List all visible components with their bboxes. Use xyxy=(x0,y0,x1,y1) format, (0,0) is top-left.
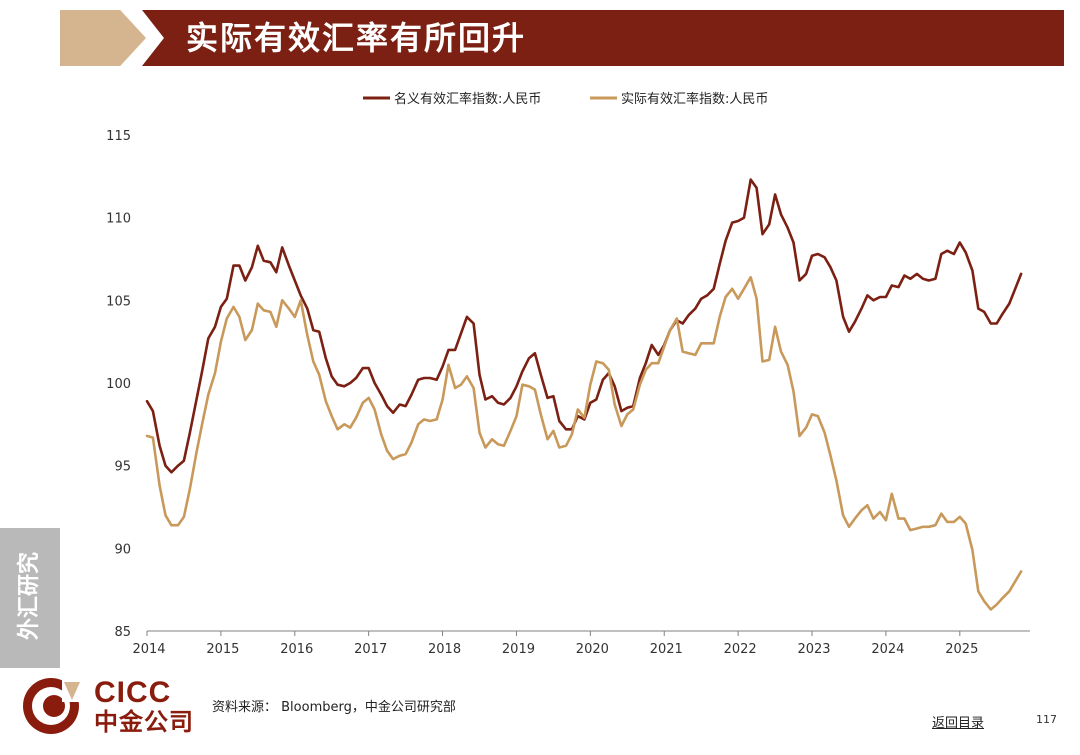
back-to-toc-link[interactable]: 返回目录 xyxy=(932,716,985,731)
side-tab-label: 外汇研究 xyxy=(17,551,42,640)
x-tick-label: 2020 xyxy=(576,642,609,657)
series-line-nominal xyxy=(145,178,1023,474)
header-bar xyxy=(142,10,1064,66)
series-line-real xyxy=(145,275,1023,611)
page-number: 117 xyxy=(1036,713,1057,726)
x-tick-label: 2016 xyxy=(280,642,313,657)
source-note: 资料来源： Bloomberg，中金公司研究部 xyxy=(212,700,456,715)
y-tick-label: 115 xyxy=(106,129,131,144)
y-tick-label: 100 xyxy=(106,377,131,392)
y-tick-label: 105 xyxy=(106,294,131,309)
legend-label: 名义有效汇率指数:人民币 xyxy=(394,91,541,107)
logo-text-en: CICC xyxy=(94,676,172,709)
y-tick-label: 85 xyxy=(114,625,131,640)
x-tick-label: 2018 xyxy=(428,642,461,657)
x-tick-label: 2025 xyxy=(945,642,978,657)
y-tick-label: 95 xyxy=(114,460,131,475)
x-tick-label: 2019 xyxy=(502,642,535,657)
logo-text-cn: 中金公司 xyxy=(94,708,194,736)
y-tick-label: 110 xyxy=(106,212,131,227)
x-tick-label: 2014 xyxy=(132,642,165,657)
cicc-logo: CICC 中金公司 xyxy=(20,676,200,738)
legend-label: 实际有效汇率指数:人民币 xyxy=(621,91,768,107)
page-title: 实际有效汇率有所回升 xyxy=(186,19,527,57)
x-tick-label: 2024 xyxy=(871,642,904,657)
y-tick-label: 90 xyxy=(114,542,131,557)
x-tick-label: 2021 xyxy=(650,642,683,657)
x-tick-label: 2015 xyxy=(206,642,239,657)
side-tab[interactable] xyxy=(0,528,60,668)
cicc-logo-icon xyxy=(23,676,86,734)
x-tick-label: 2023 xyxy=(797,642,830,657)
x-tick-label: 2017 xyxy=(354,642,387,657)
x-tick-label: 2022 xyxy=(724,642,757,657)
